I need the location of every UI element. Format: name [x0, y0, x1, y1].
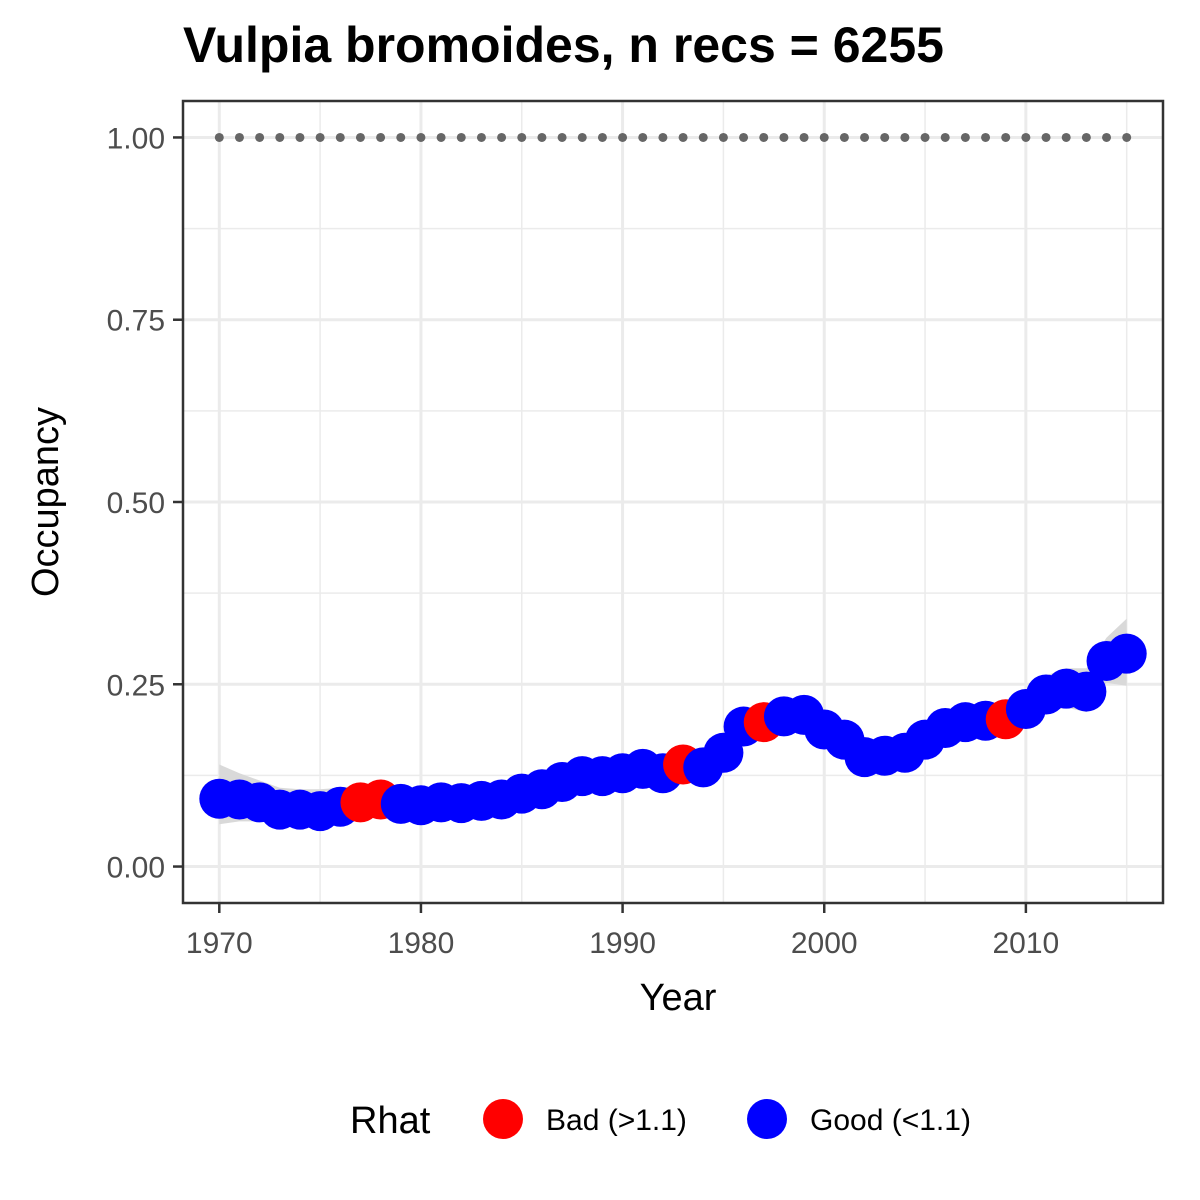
reference-dot	[678, 132, 688, 142]
y-tick-label: 0.00	[107, 852, 165, 885]
reference-dot	[355, 132, 365, 142]
legend-entries: Bad (>1.1) Good (<1.1)	[483, 1099, 971, 1139]
reference-dot	[295, 132, 305, 142]
reference-dot	[597, 132, 607, 142]
reference-dot	[577, 132, 587, 142]
legend: Rhat Bad (>1.1) Good (<1.1)	[350, 1099, 971, 1142]
reference-dot	[1122, 132, 1132, 142]
y-axis: 0.00 0.25 0.50 0.75 1.00	[107, 122, 183, 885]
reference-dot	[234, 132, 244, 142]
legend-label: Good (<1.1)	[810, 1104, 971, 1137]
reference-dot	[1041, 132, 1051, 142]
y-tick-label: 1.00	[107, 122, 165, 155]
x-tick-label: 1990	[589, 927, 656, 960]
reference-dot	[940, 132, 950, 142]
reference-dot	[214, 132, 224, 142]
point-good	[1106, 633, 1147, 674]
x-tick-label: 1980	[388, 927, 455, 960]
reference-dot	[456, 132, 466, 142]
reference-dot	[416, 132, 426, 142]
reference-dot	[497, 132, 507, 142]
reference-line-dots	[214, 132, 1132, 142]
reference-dot	[335, 132, 345, 142]
reference-dot	[537, 132, 547, 142]
reference-dot	[315, 132, 325, 142]
x-axis-title: Year	[640, 977, 717, 1019]
reference-dot	[759, 132, 769, 142]
legend-key	[483, 1099, 523, 1139]
reference-dot	[1081, 132, 1091, 142]
reference-dot	[476, 132, 486, 142]
legend-label: Bad (>1.1)	[546, 1104, 687, 1137]
chart-title: Vulpia bromoides, n recs = 6255	[183, 17, 944, 73]
reference-dot	[839, 132, 849, 142]
plot-panel	[181, 99, 1165, 905]
reference-dot	[396, 132, 406, 142]
y-tick-label: 0.50	[107, 487, 165, 520]
reference-dot	[819, 132, 829, 142]
reference-dot	[739, 132, 749, 142]
y-axis-title: Occupancy	[25, 407, 67, 597]
reference-dot	[1102, 132, 1112, 142]
x-tick-label: 1970	[186, 927, 253, 960]
legend-title: Rhat	[350, 1100, 431, 1142]
point-good	[1066, 671, 1107, 712]
reference-dot	[920, 132, 930, 142]
reference-dot	[900, 132, 910, 142]
legend-key	[747, 1099, 787, 1139]
occupancy-points	[199, 633, 1147, 832]
reference-dot	[718, 132, 728, 142]
reference-dot	[960, 132, 970, 142]
reference-dot	[557, 132, 567, 142]
reference-dot	[860, 132, 870, 142]
reference-dot	[638, 132, 648, 142]
reference-dot	[779, 132, 789, 142]
x-axis: 1970 1980 1990 2000 2010	[186, 903, 1059, 960]
reference-dot	[658, 132, 668, 142]
y-tick-label: 0.25	[107, 669, 165, 702]
reference-dot	[1001, 132, 1011, 142]
reference-dot	[1061, 132, 1071, 142]
reference-dot	[1021, 132, 1031, 142]
reference-dot	[880, 132, 890, 142]
y-tick-label: 0.75	[107, 305, 165, 338]
reference-dot	[376, 132, 386, 142]
reference-dot	[698, 132, 708, 142]
x-tick-label: 2000	[791, 927, 858, 960]
reference-dot	[618, 132, 628, 142]
reference-dot	[275, 132, 285, 142]
reference-dot	[517, 132, 527, 142]
reference-dot	[436, 132, 446, 142]
x-tick-label: 2010	[993, 927, 1060, 960]
reference-dot	[799, 132, 809, 142]
reference-dot	[981, 132, 991, 142]
reference-dot	[255, 132, 265, 142]
